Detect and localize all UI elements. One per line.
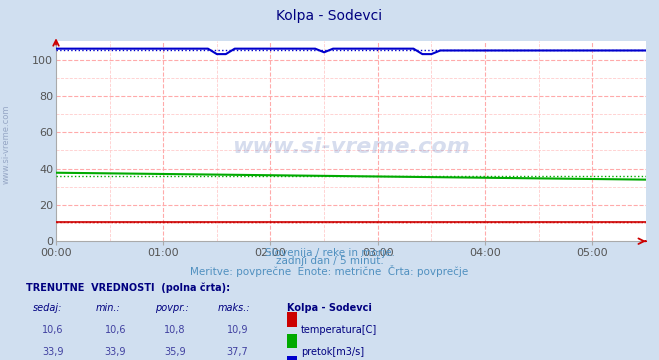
Text: www.si-vreme.com: www.si-vreme.com xyxy=(232,137,470,157)
Text: Slovenija / reke in morje.: Slovenija / reke in morje. xyxy=(264,248,395,258)
Text: Kolpa - Sodevci: Kolpa - Sodevci xyxy=(276,9,383,23)
Text: 37,7: 37,7 xyxy=(226,347,248,357)
Text: 35,9: 35,9 xyxy=(164,347,185,357)
Text: 10,6: 10,6 xyxy=(42,325,63,335)
Text: 33,9: 33,9 xyxy=(105,347,126,357)
Text: TRENUTNE  VREDNOSTI  (polna črta):: TRENUTNE VREDNOSTI (polna črta): xyxy=(26,283,231,293)
Text: sedaj:: sedaj: xyxy=(33,303,63,314)
Text: pretok[m3/s]: pretok[m3/s] xyxy=(301,347,364,357)
Text: 33,9: 33,9 xyxy=(42,347,63,357)
Text: www.si-vreme.com: www.si-vreme.com xyxy=(2,104,11,184)
Text: 10,6: 10,6 xyxy=(105,325,126,335)
Text: min.:: min.: xyxy=(96,303,121,314)
Text: temperatura[C]: temperatura[C] xyxy=(301,325,378,335)
Text: Kolpa - Sodevci: Kolpa - Sodevci xyxy=(287,303,372,314)
Text: povpr.:: povpr.: xyxy=(155,303,188,314)
Text: Meritve: povprečne  Enote: metrične  Črta: povprečje: Meritve: povprečne Enote: metrične Črta:… xyxy=(190,265,469,276)
Text: 10,9: 10,9 xyxy=(227,325,248,335)
Text: zadnji dan / 5 minut.: zadnji dan / 5 minut. xyxy=(275,256,384,266)
Text: maks.:: maks.: xyxy=(217,303,250,314)
Text: 10,8: 10,8 xyxy=(164,325,185,335)
